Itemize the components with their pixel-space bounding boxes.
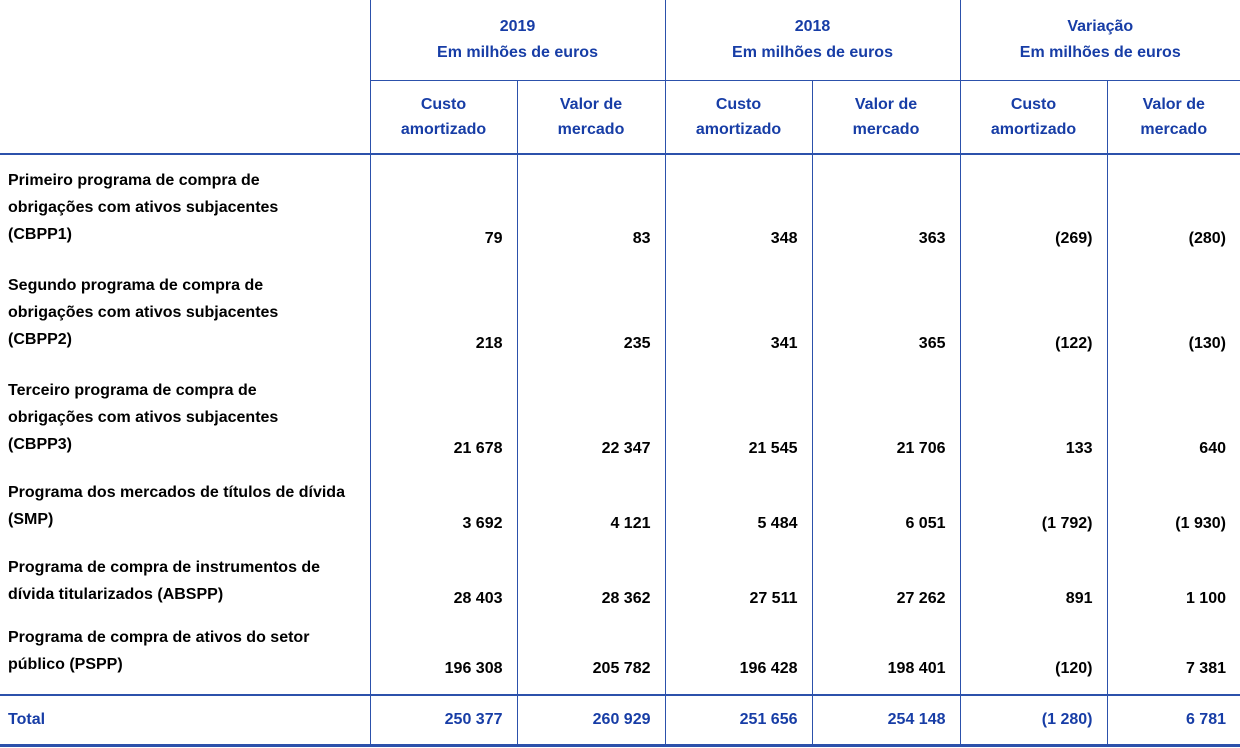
- row-label-smp: Programa dos mercados de títulos de dívi…: [0, 474, 371, 549]
- group-title-variacao: Variação: [1067, 17, 1134, 35]
- row-label-cbpp2: Segundo programa de compra de obrigações…: [0, 264, 371, 369]
- value-cell: 27 262: [811, 549, 960, 624]
- total-label: Total: [0, 694, 371, 747]
- col-header-variacao-valor-mercado: Valor de mercado: [1106, 80, 1240, 155]
- group-subtitle-2019: Em milhões de euros: [437, 43, 598, 61]
- value-cell: 640: [1106, 369, 1240, 474]
- value-cell: (280): [1106, 154, 1240, 264]
- value-cell: 218: [475, 335, 503, 352]
- value-cell: 7 381: [1106, 624, 1240, 695]
- value-cell: 363: [811, 154, 960, 264]
- group-subtitle-variacao: Em milhões de euros: [1019, 43, 1181, 61]
- group-title-2019: 2019: [499, 17, 536, 35]
- corner-cell: [0, 0, 371, 80]
- total-value-cell: 6 781: [1106, 694, 1240, 747]
- value-cell: (269): [959, 154, 1107, 264]
- value-cell: (122): [959, 264, 1107, 369]
- col-header-2019-custo-amortizado: Custo amortizado: [370, 80, 517, 155]
- group-title-2018: 2018: [794, 17, 831, 35]
- value-cell: 6 051: [811, 474, 960, 549]
- group-header-2018: 2018 Em milhões de euros: [664, 0, 960, 81]
- value-cell: 1 100: [1106, 549, 1240, 624]
- value-cell: 205 782: [516, 624, 665, 695]
- total-value-cell: (1 280): [959, 694, 1107, 747]
- value-cell: 21 706: [811, 369, 960, 474]
- value-cell: 341: [664, 264, 812, 369]
- row-label-pspp: Programa de compra de ativos do setor pú…: [0, 624, 371, 695]
- group-header-row: 2019 Em milhões de euros 2018 Em milhões…: [0, 0, 1240, 81]
- value-cell: (1 792): [959, 474, 1107, 549]
- table-row-cbpp3: Terceiro programa de compra de obrigaçõe…: [0, 369, 1240, 474]
- col-header-2019-valor-mercado: Valor de mercado: [516, 80, 665, 155]
- value-cell: (1 930): [1106, 474, 1240, 549]
- total-value-cell: 250 377: [370, 694, 517, 747]
- value-cell: 891: [959, 549, 1107, 624]
- sub-header-row: Custo amortizado Valor de mercado Custo …: [0, 80, 1240, 155]
- table-row-abspp: Programa de compra de instrumentos de dí…: [0, 549, 1240, 624]
- value-cell: 79: [484, 230, 503, 247]
- value-cell: 83: [516, 154, 665, 264]
- value-cell: 348: [664, 154, 812, 264]
- value-cell: 21 545: [664, 369, 812, 474]
- table-row-cbpp2: Segundo programa de compra de obrigações…: [0, 264, 1240, 369]
- table-row-pspp: Programa de compra de ativos do setor pú…: [0, 624, 1240, 695]
- group-header-variacao: Variação Em milhões de euros: [959, 0, 1240, 81]
- table-row-smp: Programa dos mercados de títulos de dívi…: [0, 474, 1240, 549]
- total-value-cell: 251 656: [664, 694, 812, 747]
- value-cell: 196 428: [664, 624, 812, 695]
- total-value-cell: 254 148: [811, 694, 960, 747]
- table-row-total: Total 250 377 260 929 251 656 254 148 (1…: [0, 694, 1240, 747]
- col-header-2018-custo-amortizado: Custo amortizado: [664, 80, 812, 155]
- row-label-cbpp3: Terceiro programa de compra de obrigaçõe…: [0, 369, 371, 474]
- col-header-2018-valor-mercado: Valor de mercado: [811, 80, 960, 155]
- row-label-cbpp1: Primeiro programa de compra de obrigaçõe…: [0, 154, 371, 264]
- value-cell: 28 362: [516, 549, 665, 624]
- value-cell: 4 121: [516, 474, 665, 549]
- col-header-variacao-custo-amortizado: Custo amortizado: [959, 80, 1107, 155]
- value-cell: 196 308: [444, 660, 503, 677]
- value-cell: 27 511: [664, 549, 812, 624]
- value-cell: 5 484: [664, 474, 812, 549]
- value-cell: 133: [959, 369, 1107, 474]
- value-cell: 22 347: [516, 369, 665, 474]
- sub-header-spacer: [0, 80, 371, 155]
- row-label-abspp: Programa de compra de instrumentos de dí…: [0, 549, 371, 624]
- value-cell: 21 678: [453, 440, 503, 457]
- value-cell: (130): [1106, 264, 1240, 369]
- value-cell: 28 403: [453, 590, 503, 607]
- table-row-cbpp1: Primeiro programa de compra de obrigaçõe…: [0, 154, 1240, 264]
- value-cell: 3 692: [462, 515, 503, 532]
- group-header-2019: 2019 Em milhões de euros: [370, 0, 665, 81]
- value-cell: 365: [811, 264, 960, 369]
- total-value-cell: 260 929: [516, 694, 665, 747]
- value-cell: (120): [959, 624, 1107, 695]
- value-cell: 198 401: [811, 624, 960, 695]
- group-subtitle-2018: Em milhões de euros: [732, 43, 893, 61]
- value-cell: 235: [516, 264, 665, 369]
